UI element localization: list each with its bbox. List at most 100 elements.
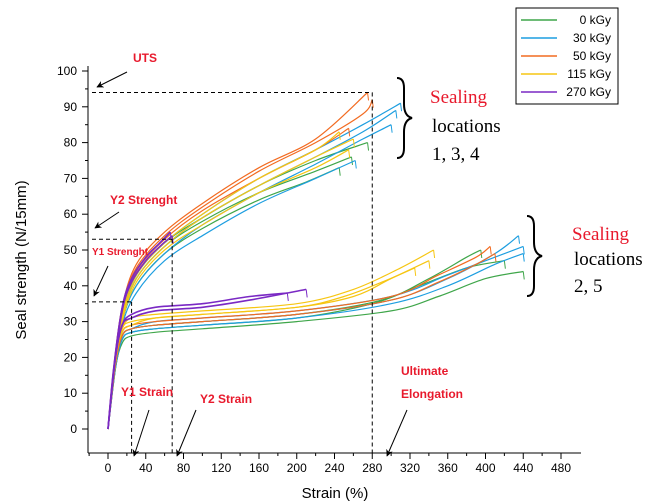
- legend-label: 30 kGy: [573, 31, 611, 45]
- y-tick-label: 80: [64, 136, 78, 150]
- y-tick-label: 0: [70, 422, 77, 436]
- y-tick-label: 10: [64, 386, 78, 400]
- y2-strength-label: Y2 Strenght: [110, 193, 177, 207]
- series-break-tail: [428, 260, 431, 269]
- legend: 0 kGy 30 kGy 50 kGy 115 kGy 270 kGy: [515, 7, 619, 105]
- curve-group-1: [107, 92, 403, 430]
- y-tick-label: 60: [64, 207, 78, 221]
- sealing-numbers-1: 1, 3, 4: [432, 144, 480, 165]
- y-tick-label: 100: [57, 64, 77, 78]
- series-break-tail: [350, 156, 353, 165]
- series-break-tail: [352, 138, 355, 148]
- y1-strength-label: Y1 Strenght: [92, 247, 149, 258]
- ultimate-label-line1: Ultimate: [401, 364, 449, 378]
- x-axis-title: Strain (%): [302, 485, 369, 502]
- ultimate-arrow: [386, 409, 408, 457]
- y-axis-title: Seal strength (N/15mm): [13, 180, 30, 339]
- series-line: [107, 245, 491, 430]
- series-line: [107, 288, 307, 430]
- series-line: [107, 249, 482, 430]
- x-tick-label: 120: [211, 461, 231, 475]
- y1-strain-label: Y1 Strain: [121, 385, 173, 399]
- series-line: [107, 109, 397, 430]
- y-tick-label: 70: [64, 171, 78, 185]
- series-break-tail: [348, 128, 351, 137]
- ultimate-label-line2: Elongation: [401, 387, 463, 401]
- axes: 0 40 80 120 160 200 240 280 320 360 400 440 480 0 10 2…: [57, 64, 581, 475]
- series-break-tail: [494, 253, 497, 262]
- series-line: [107, 260, 430, 430]
- bracket-group-2: [526, 215, 543, 297]
- y2-strain-arrow: [176, 409, 197, 457]
- series-line: [107, 124, 392, 430]
- x-tick-label: 480: [551, 461, 571, 475]
- series-break-tail: [338, 167, 341, 176]
- legend-label: 50 kGy: [573, 49, 611, 63]
- x-tick-label: 360: [438, 461, 458, 475]
- series-break-tail: [400, 103, 403, 112]
- series-break-tail: [489, 246, 492, 255]
- y-tick-label: 90: [64, 100, 78, 114]
- x-tick-label: 240: [324, 461, 344, 475]
- series-line: [107, 253, 496, 430]
- series-break-tail: [354, 160, 357, 169]
- y2-strength-arrow: [94, 211, 120, 229]
- sealing-numbers-2: 2, 5: [574, 276, 603, 297]
- bracket-group-1: [396, 77, 413, 159]
- x-tick-label: 40: [139, 461, 153, 475]
- series-break-tail: [367, 142, 370, 151]
- y2-strain-label: Y2 Strain: [200, 392, 252, 406]
- x-ticks: 0 40 80 120 160 200 240 280 320 360 400 440 480: [88, 453, 571, 475]
- series-line: [107, 267, 415, 430]
- series-break-tail: [305, 289, 308, 298]
- x-tick-label: 200: [287, 461, 307, 475]
- series-break-tail: [433, 249, 436, 259]
- legend-label: 270 kGy: [566, 85, 611, 99]
- series-line: [107, 245, 524, 430]
- legend-label: 115 kGy: [567, 67, 611, 81]
- sealing-locations-1: locations: [432, 116, 501, 137]
- series-line: [107, 292, 288, 430]
- legend-items: 0 kGy 30 kGy 50 kGy 115 kGy 270 kGy: [521, 13, 611, 99]
- series-break-tail: [522, 271, 525, 280]
- y-tick-label: 20: [64, 350, 78, 364]
- x-tick-label: 80: [177, 461, 191, 475]
- curve-group-2: [107, 235, 525, 430]
- series-line: [107, 127, 350, 430]
- legend-label: 0 kGy: [580, 13, 611, 27]
- series-break-tail: [390, 124, 393, 133]
- x-tick-label: 280: [362, 461, 382, 475]
- y-tick-label: 30: [64, 315, 78, 329]
- series-break-tail: [348, 149, 351, 158]
- curves-layer: [107, 92, 525, 430]
- series-line: [107, 270, 524, 430]
- series-line: [107, 253, 524, 430]
- uts-label: UTS: [133, 51, 157, 65]
- series-break-tail: [522, 253, 525, 262]
- series-break-tail: [286, 292, 289, 302]
- x-tick-label: 320: [400, 461, 420, 475]
- x-tick-label: 0: [105, 461, 112, 475]
- uts-arrow: [96, 71, 128, 88]
- series-break-tail: [395, 110, 398, 119]
- series-break-tail: [338, 131, 341, 140]
- series-break-tail: [518, 235, 521, 244]
- x-tick-label: 400: [475, 461, 495, 475]
- y-tick-label: 50: [64, 243, 78, 257]
- x-tick-label: 440: [513, 461, 533, 475]
- sealing-word-2: Sealing: [572, 224, 629, 245]
- series-break-tail: [414, 267, 417, 276]
- x-tick-label: 160: [249, 461, 269, 475]
- y1-strength-arrow: [93, 265, 109, 297]
- sealing-word-1: Sealing: [430, 87, 487, 108]
- series-break-tail: [522, 246, 525, 255]
- sealing-locations-2: locations: [574, 249, 643, 270]
- series-line: [107, 260, 505, 430]
- series-break-tail: [503, 260, 506, 269]
- y-tick-label: 40: [64, 279, 78, 293]
- y1-strain-arrow: [132, 409, 150, 457]
- series-break-tail: [367, 92, 370, 101]
- series-line: [107, 249, 434, 430]
- y-ticks: 0 10 20 30 40 50 60 70 80 90 100: [57, 64, 88, 436]
